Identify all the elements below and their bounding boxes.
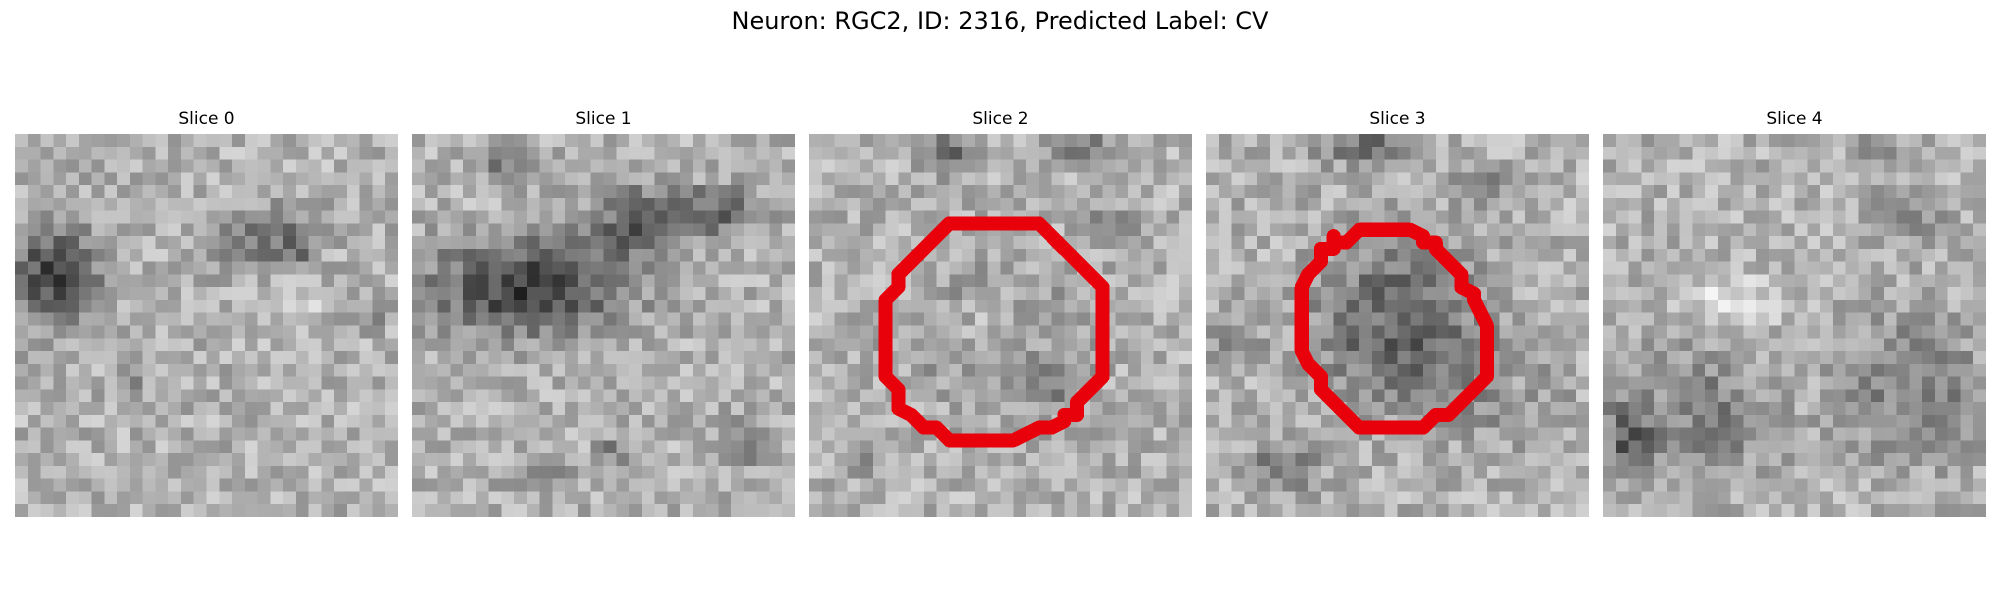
cell-contour-3 [1294,222,1494,435]
figure-title: Neuron: RGC2, ID: 2316, Predicted Label:… [731,7,1269,35]
slice-image-1 [412,134,795,517]
slice-title-0: Slice 0 [178,109,235,129]
slice-title-2: Slice 2 [972,109,1029,129]
slice-image-3 [1206,134,1589,517]
slice-image-0 [15,134,398,517]
slice-title-4: Slice 4 [1766,109,1823,129]
slice-panel-3: Slice 3 [1206,108,1589,517]
slice-image-4 [1603,134,1986,517]
slice-panel-1: Slice 1 [412,108,795,517]
slice-image-2 [809,134,1192,517]
slice-panel-0: Slice 0 [15,108,398,517]
slice-title-3: Slice 3 [1369,109,1426,129]
cell-contour-2 [878,216,1110,448]
slice-panel-4: Slice 4 [1603,108,1986,517]
slice-title-1: Slice 1 [575,109,632,129]
slice-panel-2: Slice 2 [809,108,1192,517]
